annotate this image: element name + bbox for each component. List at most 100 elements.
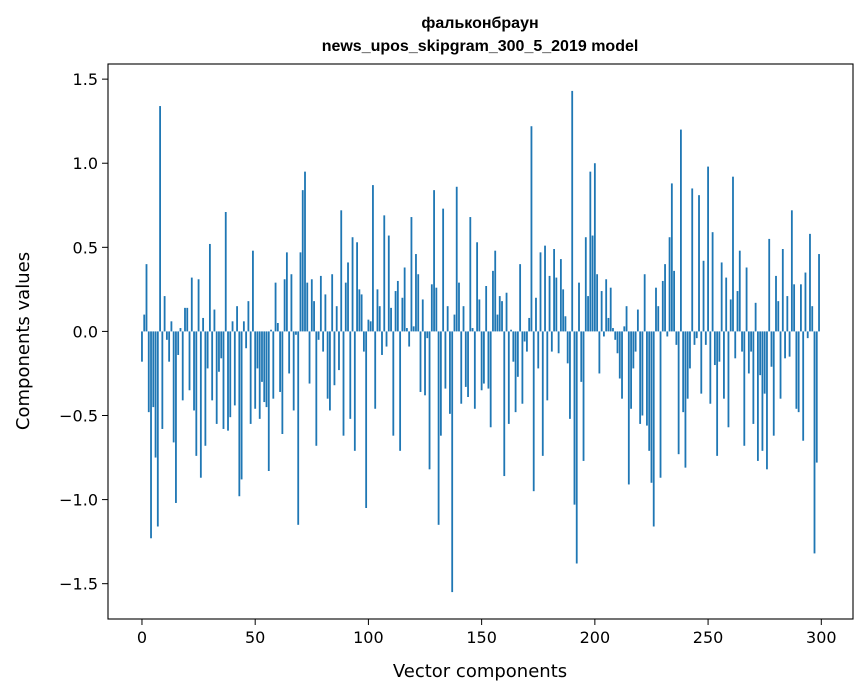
bar-component-247 [700, 331, 703, 394]
bar-component-170 [526, 331, 528, 352]
bar-component-128 [430, 284, 433, 332]
bar-component-70 [299, 252, 302, 332]
bar-component-167 [519, 264, 522, 332]
bar-component-86 [335, 306, 338, 332]
bar-component-198 [589, 171, 592, 332]
bar-component-163 [510, 329, 512, 332]
bar-component-118 [408, 331, 411, 347]
bar-component-35 [220, 331, 223, 359]
bar-component-287 [790, 210, 793, 332]
bar-component-40 [231, 321, 234, 332]
bar-component-115 [401, 297, 404, 332]
bar-component-4 [150, 331, 152, 539]
bar-component-244 [693, 331, 696, 345]
bar-component-237 [677, 331, 680, 455]
bar-component-275 [763, 331, 766, 394]
bar-component-34 [218, 331, 220, 372]
bar-component-234 [670, 183, 673, 332]
bar-component-3 [147, 331, 150, 413]
bar-component-268 [747, 331, 750, 374]
bar-component-283 [781, 249, 784, 332]
bar-component-99 [365, 331, 368, 508]
bar-component-51 [256, 331, 259, 369]
bar-component-257 [723, 331, 725, 399]
bar-component-202 [598, 331, 601, 374]
bar-component-33 [215, 331, 218, 424]
bar-component-87 [338, 331, 340, 371]
bar-component-178 [544, 245, 546, 332]
bar-component-68 [295, 331, 297, 335]
bar-component-129 [433, 190, 435, 332]
bar-component-181 [550, 331, 553, 352]
bar-component-137 [451, 331, 454, 593]
bar-component-157 [496, 314, 499, 332]
bar-component-235 [673, 270, 676, 332]
bar-component-236 [675, 331, 678, 345]
bar-component-260 [729, 299, 732, 332]
bar-component-294 [806, 331, 809, 339]
bar-component-197 [587, 296, 589, 332]
bar-component-211 [618, 331, 621, 379]
bar-component-299 [818, 254, 820, 332]
bar-component-32 [213, 309, 216, 332]
bar-component-194 [580, 331, 583, 382]
bar-component-138 [453, 314, 456, 332]
bar-component-134 [444, 331, 447, 389]
bar-component-250 [707, 166, 709, 332]
bar-component-9 [161, 331, 164, 429]
bar-component-176 [539, 252, 542, 332]
bar-component-116 [403, 267, 406, 332]
y-tick-label: 0.5 [73, 238, 98, 257]
bar-component-169 [523, 331, 526, 342]
x-tick-label: 150 [466, 628, 497, 647]
bar-component-101 [369, 321, 372, 332]
bar-component-184 [557, 331, 560, 354]
bar-component-191 [573, 331, 576, 505]
bar-component-249 [704, 331, 707, 345]
bar-component-142 [462, 306, 465, 332]
x-tick-label: 300 [806, 628, 837, 647]
y-tick-label: −1.0 [59, 491, 98, 510]
bar-component-216 [630, 331, 632, 409]
bar-component-179 [546, 331, 549, 401]
bar-component-185 [559, 259, 562, 332]
bar-component-117 [406, 328, 408, 332]
bar-component-149 [478, 299, 481, 332]
bar-component-291 [800, 284, 802, 332]
bar-component-154 [489, 331, 492, 428]
bar-component-55 [265, 331, 268, 408]
bar-component-52 [258, 331, 261, 419]
bar-component-282 [779, 331, 782, 399]
bar-component-180 [548, 275, 551, 332]
bar-component-172 [530, 126, 533, 332]
bar-component-255 [718, 331, 721, 362]
bar-component-293 [804, 272, 807, 332]
bar-component-273 [759, 331, 762, 376]
bar-component-248 [702, 260, 705, 332]
bar-component-209 [614, 331, 617, 340]
bar-component-111 [392, 331, 395, 436]
bar-component-296 [811, 306, 814, 332]
x-tick-label: 0 [137, 628, 147, 647]
bar-component-61 [279, 331, 281, 392]
bar-component-192 [575, 331, 578, 564]
bar-component-39 [229, 331, 232, 418]
bar-component-10 [163, 296, 166, 332]
bar-component-265 [741, 331, 743, 352]
bar-component-133 [442, 208, 445, 332]
x-tick-label: 100 [353, 628, 384, 647]
bar-component-23 [193, 331, 195, 411]
bar-component-37 [224, 212, 227, 332]
bar-component-153 [487, 331, 490, 389]
x-axis-ticks: 0 50 100 150 200 250 300 [137, 619, 837, 647]
bar-component-269 [750, 331, 752, 352]
bar-component-205 [605, 279, 608, 332]
bar-component-47 [247, 301, 250, 332]
bar-component-186 [562, 289, 565, 332]
bar-component-1 [143, 314, 146, 332]
bar-component-201 [596, 274, 599, 332]
bar-component-148 [476, 242, 479, 332]
bar-component-13 [170, 321, 173, 332]
bar-component-278 [770, 331, 773, 367]
bar-component-190 [571, 90, 574, 332]
